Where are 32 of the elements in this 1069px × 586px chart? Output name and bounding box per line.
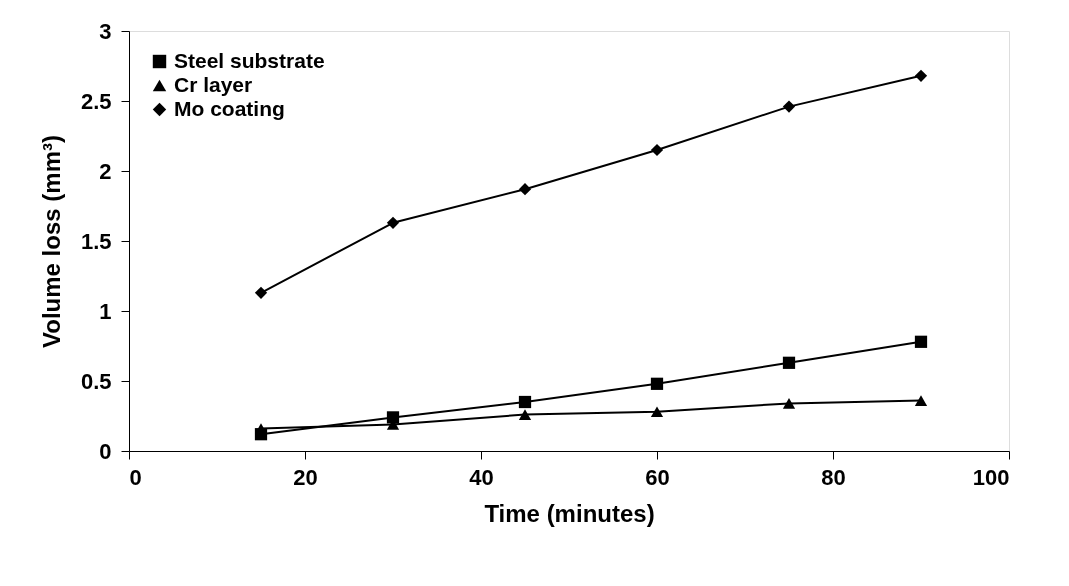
point xyxy=(914,69,928,82)
point xyxy=(782,398,796,409)
point xyxy=(782,356,796,369)
y-tick-label: 2.5 xyxy=(80,88,112,114)
x-tick-label: 40 xyxy=(469,464,494,490)
y-tick-label: 3 xyxy=(99,18,112,44)
y-axis-title: Volume loss (mm³) xyxy=(37,135,65,348)
point xyxy=(782,100,796,113)
point xyxy=(518,183,532,196)
point xyxy=(650,143,664,157)
point xyxy=(254,286,268,299)
point xyxy=(914,395,928,406)
x-tick-label: 80 xyxy=(821,464,846,490)
x-tick-label: 60 xyxy=(645,464,670,490)
point xyxy=(518,409,532,420)
y-tick-label: 0.5 xyxy=(80,368,112,394)
y-tick-label: 2 xyxy=(99,158,112,184)
y-tick-label: 1.5 xyxy=(80,228,112,254)
x-axis-title: Time (minutes) xyxy=(484,499,655,527)
point xyxy=(914,335,928,348)
point xyxy=(650,377,664,390)
y-tick-label: 0 xyxy=(99,438,112,464)
point xyxy=(518,395,532,409)
legend-label: Steel substrate xyxy=(174,48,325,72)
point xyxy=(650,406,664,418)
y-tick-label: 1 xyxy=(99,298,112,324)
x-tick-label: 100 xyxy=(972,464,1010,490)
legend-label: Cr layer xyxy=(174,72,253,96)
x-tick-label: 0 xyxy=(129,464,142,490)
x-tick-label: 20 xyxy=(293,464,318,490)
legend-label: Mo coating xyxy=(174,96,285,120)
point xyxy=(386,216,400,229)
